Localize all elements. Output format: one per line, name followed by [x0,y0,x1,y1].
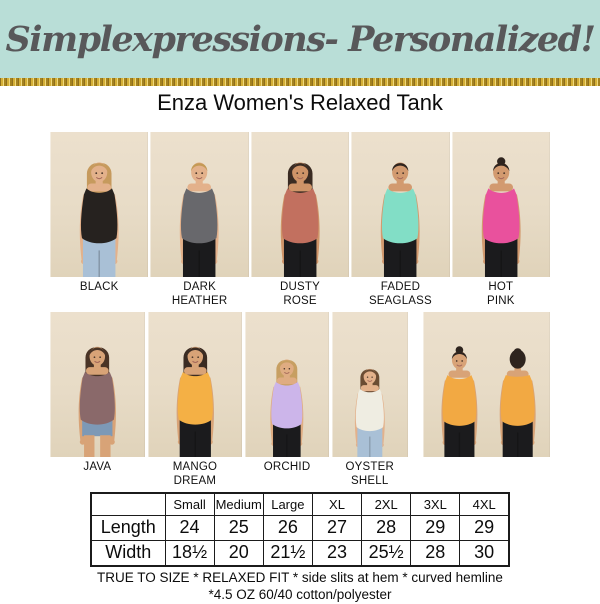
fabric-details-line2: *4.5 OZ 60/40 cotton/polyester [208,586,392,602]
color-option: DUSTY ROSE [250,131,350,308]
size-column-header: 2XL [361,492,412,516]
color-name-label: BLACK [79,280,119,293]
size-column-header: XL [311,492,363,516]
color-option: MANGO DREAM [147,311,243,488]
size-value-cell: 24 [164,514,215,541]
color-row-1: BLACK DARK HEATHER DUSTY ROSE FADED SEAG… [50,131,551,308]
model-photo [250,131,350,277]
color-name-label [423,460,550,488]
color-name-label: DUSTY ROSE [280,280,320,307]
color-name-label: ORCHID [263,460,311,473]
color-option: DARK HEATHER [150,131,249,308]
color-name-label: MANGO DREAM [172,460,218,487]
model-photo [331,311,408,457]
color-option: FADED SEAGLASS [351,131,450,308]
color-name-label: OYSTER SHELL [345,460,394,487]
color-option: HOT PINK [451,131,551,308]
model-illustration [481,156,521,277]
model-illustration [79,162,119,277]
size-column-header: Small [164,492,215,516]
size-row-label: Width [90,539,166,567]
color-option: JAVA [50,311,145,488]
color-name-label: FADED SEAGLASS [368,280,432,307]
size-column-header: Medium [213,492,264,516]
model-illustration [354,368,385,457]
color-row-2: JAVA MANGO DREAM ORCHID OYSTER SHELL [50,311,551,488]
model-illustration [380,162,420,277]
size-row-label: Length [90,514,166,541]
model-illustration [180,162,220,277]
model-illustration [280,162,320,277]
brand-name: Simplexpressions- Personalized! [5,18,596,60]
color-option: BLACK [50,131,149,308]
size-value-cell: 30 [459,539,510,567]
color-swatch-photo-grid: BLACK DARK HEATHER DUSTY ROSE FADED SEAG… [50,131,551,488]
size-value-cell: 29 [459,514,510,541]
size-value-cell: 25 [213,514,264,541]
model-photo [50,311,145,457]
color-option: OYSTER SHELL [331,311,408,488]
size-value-cell: 23 [311,539,363,567]
model-photo [422,311,551,457]
size-table-row: Length 24 25 26 27 28 29 29 [90,514,510,541]
color-option [422,311,551,488]
model-photo [451,131,551,277]
brand-banner: Simplexpressions- Personalized! [0,0,600,78]
gold-glitter-divider [0,78,600,86]
size-value-cell: 27 [311,514,363,541]
fit-details-line1: TRUE TO SIZE * RELAXED FIT * side slits … [97,569,503,585]
model-photo [147,311,243,457]
size-chart-header-row: Small Medium Large XL 2XL 3XL 4XL [90,492,510,516]
size-value-cell: 28 [361,514,412,541]
size-value-cell: 18½ [164,539,215,567]
color-name-label: DARK HEATHER [171,280,228,307]
color-name-label: JAVA [83,460,112,473]
size-value-cell: 26 [262,514,313,541]
model-photo [245,311,329,457]
color-option: ORCHID [245,311,329,488]
model-illustration [270,359,304,457]
model-photo [50,131,149,277]
model-photo [150,131,249,277]
size-column-header [90,492,166,516]
size-column-header: Large [262,492,313,516]
size-chart-table: Small Medium Large XL 2XL 3XL 4XL Length 24 25 26… [90,491,510,567]
model-illustration [176,346,214,457]
color-name-label: HOT PINK [487,280,515,307]
size-value-cell: 28 [410,539,461,567]
model-photo [351,131,450,277]
size-column-header: 3XL [410,492,461,516]
size-value-cell: 20 [213,539,264,567]
fit-details: TRUE TO SIZE * RELAXED FIT * side slits … [0,570,600,604]
size-column-header: 4XL [459,492,510,516]
model-illustration [441,345,536,457]
size-value-cell: 25½ [361,539,412,567]
size-value-cell: 29 [410,514,461,541]
product-title: Enza Women's Relaxed Tank [157,90,443,115]
size-value-cell: 21½ [262,539,313,567]
model-illustration [78,346,116,457]
size-table-row: Width 18½ 20 21½ 23 25½ 28 30 [90,539,510,567]
